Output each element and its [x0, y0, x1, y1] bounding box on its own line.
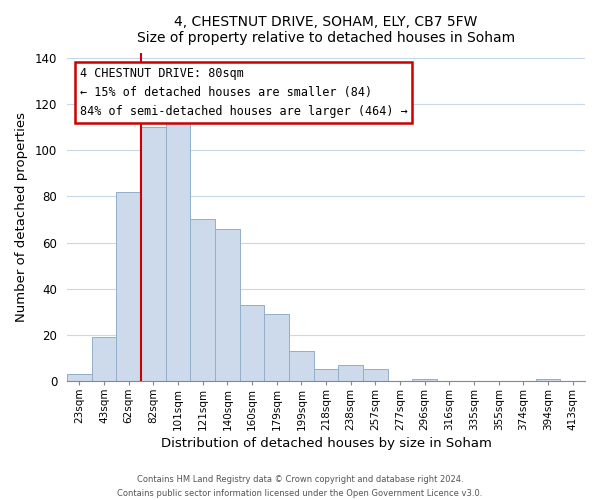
Bar	[363, 370, 388, 381]
Bar	[338, 365, 363, 381]
Bar	[190, 220, 215, 381]
Title: 4, CHESTNUT DRIVE, SOHAM, ELY, CB7 5FW
Size of property relative to detached hou: 4, CHESTNUT DRIVE, SOHAM, ELY, CB7 5FW S…	[137, 15, 515, 45]
Bar	[166, 120, 190, 381]
Text: Contains HM Land Registry data © Crown copyright and database right 2024.
Contai: Contains HM Land Registry data © Crown c…	[118, 476, 482, 498]
X-axis label: Distribution of detached houses by size in Soham: Distribution of detached houses by size …	[161, 437, 491, 450]
Bar	[141, 127, 166, 381]
Bar	[412, 378, 437, 381]
Bar	[289, 351, 314, 381]
Bar	[67, 374, 92, 381]
Bar	[239, 305, 265, 381]
Bar	[314, 370, 338, 381]
Bar	[536, 378, 560, 381]
Y-axis label: Number of detached properties: Number of detached properties	[15, 112, 28, 322]
Text: 4 CHESTNUT DRIVE: 80sqm
← 15% of detached houses are smaller (84)
84% of semi-de: 4 CHESTNUT DRIVE: 80sqm ← 15% of detache…	[80, 67, 407, 118]
Bar	[215, 228, 239, 381]
Bar	[92, 337, 116, 381]
Bar	[116, 192, 141, 381]
Bar	[265, 314, 289, 381]
